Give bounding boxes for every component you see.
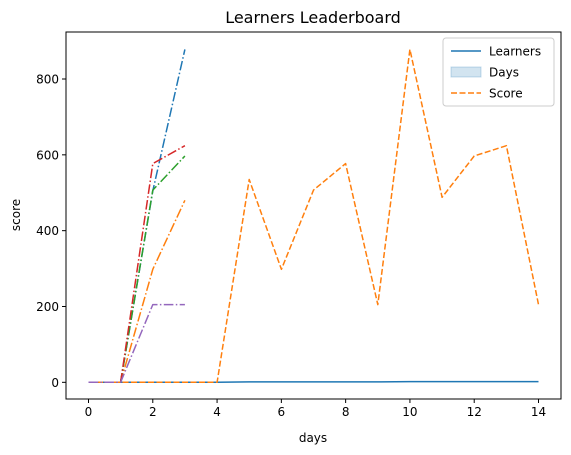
series-line-score bbox=[88, 48, 540, 384]
y-axis-label: score bbox=[9, 199, 23, 231]
x-tick-label: 6 bbox=[278, 405, 286, 419]
y-axis-ticks: 0 200 400 600 800 bbox=[36, 73, 66, 390]
legend: Learners Days Score bbox=[442, 37, 555, 107]
y-tick-label: 0 bbox=[51, 376, 59, 390]
x-tick-label: 12 bbox=[467, 405, 482, 419]
series-line-extra-6 bbox=[88, 303, 185, 384]
y-tick-label: 600 bbox=[36, 148, 59, 162]
x-tick-label: 14 bbox=[531, 405, 546, 419]
y-tick-label: 400 bbox=[36, 224, 59, 238]
legend-box bbox=[442, 37, 555, 107]
legend-label-score: Score bbox=[489, 87, 523, 101]
legend-label-days: Days bbox=[489, 66, 519, 80]
series-layer bbox=[88, 48, 540, 384]
x-tick-label: 2 bbox=[149, 405, 157, 419]
legend-label-learners: Learners bbox=[489, 45, 541, 59]
x-tick-label: 4 bbox=[213, 405, 221, 419]
x-tick-label: 10 bbox=[402, 405, 417, 419]
y-tick-label: 800 bbox=[36, 73, 59, 87]
x-axis-ticks: 0 2 4 6 8 10 12 14 bbox=[85, 399, 546, 419]
x-axis-label: days bbox=[299, 431, 327, 445]
plot-frame bbox=[65, 31, 562, 400]
series-line-learners bbox=[88, 380, 539, 384]
y-tick-label: 200 bbox=[36, 300, 59, 314]
x-tick-label: 0 bbox=[85, 405, 93, 419]
chart-title: Learners Leaderboard bbox=[225, 8, 401, 27]
x-tick-label: 8 bbox=[342, 405, 350, 419]
legend-swatch-days bbox=[450, 66, 482, 78]
